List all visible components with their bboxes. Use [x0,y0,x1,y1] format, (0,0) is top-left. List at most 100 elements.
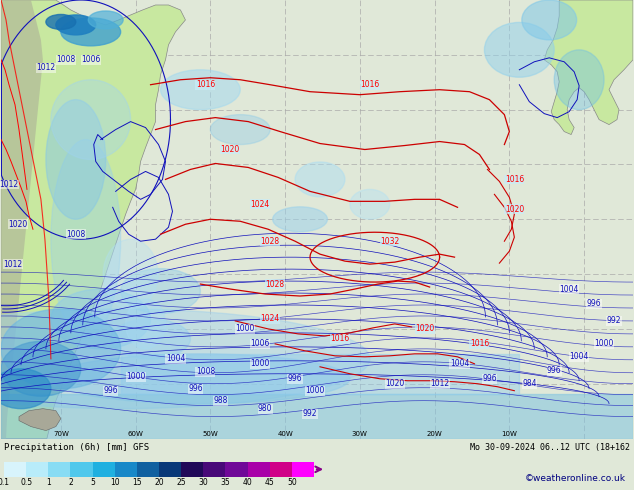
Text: 1020: 1020 [385,379,404,388]
Text: 988: 988 [213,396,228,405]
Text: 1: 1 [46,478,51,487]
Ellipse shape [103,239,158,309]
Text: Precipitation (6h) [mm] GFS: Precipitation (6h) [mm] GFS [4,443,149,452]
Text: 1012: 1012 [430,379,449,388]
Text: 30: 30 [198,478,208,487]
Text: 1008: 1008 [56,55,75,64]
Ellipse shape [0,369,51,409]
Text: 1000: 1000 [250,359,270,368]
Ellipse shape [111,319,190,359]
Bar [247,462,269,477]
Text: 1016: 1016 [196,80,215,89]
Text: 35: 35 [221,478,230,487]
Text: 996: 996 [288,374,302,383]
Ellipse shape [88,11,123,29]
Text: 1020: 1020 [8,220,28,229]
Text: 992: 992 [607,317,621,325]
Text: 1028: 1028 [266,280,285,289]
Text: 1000: 1000 [594,340,614,348]
Text: 1020: 1020 [221,145,240,154]
Bar [93,462,115,477]
Bar [137,462,159,477]
Ellipse shape [484,23,554,77]
Ellipse shape [295,162,345,197]
Bar [48,462,70,477]
Text: 1012: 1012 [0,180,18,189]
Text: 996: 996 [547,366,562,375]
Text: 996: 996 [103,386,118,395]
Text: 50W: 50W [202,431,218,437]
Text: ©weatheronline.co.uk: ©weatheronline.co.uk [525,474,626,483]
Text: 1016: 1016 [470,340,489,348]
Bar [26,462,48,477]
Text: 1020: 1020 [505,205,524,214]
Text: 992: 992 [303,409,317,418]
Ellipse shape [61,18,120,46]
Text: 1020: 1020 [415,324,434,333]
Text: 1000: 1000 [126,372,145,381]
Text: 1016: 1016 [360,80,380,89]
Text: 20W: 20W [427,431,443,437]
Ellipse shape [554,50,604,110]
Text: 2: 2 [68,478,73,487]
Ellipse shape [46,99,106,220]
Ellipse shape [46,14,76,29]
Ellipse shape [1,309,120,389]
Ellipse shape [0,309,370,409]
Text: 1004: 1004 [569,352,589,361]
Ellipse shape [56,15,96,35]
Text: 70W: 70W [53,431,68,437]
Text: 40W: 40W [277,431,293,437]
Ellipse shape [601,9,613,15]
Text: 1006: 1006 [250,340,270,348]
Ellipse shape [51,289,150,349]
Text: 1008: 1008 [196,368,215,376]
Text: 1006: 1006 [81,55,100,64]
Text: 50: 50 [287,478,297,487]
Text: 1004: 1004 [559,285,579,294]
Ellipse shape [120,269,200,314]
Bar [70,462,93,477]
Ellipse shape [160,70,240,110]
Ellipse shape [612,23,622,27]
Ellipse shape [51,140,120,339]
Bar [159,462,181,477]
Text: 60W: 60W [127,431,143,437]
Text: 996: 996 [482,374,497,383]
Text: 1000: 1000 [306,386,325,395]
Text: 10W: 10W [501,431,517,437]
Polygon shape [19,409,61,431]
Text: 45: 45 [265,478,275,487]
Text: 40: 40 [243,478,252,487]
Text: 996: 996 [587,299,602,309]
Text: 1024: 1024 [250,200,270,209]
Text: 0.5: 0.5 [20,478,32,487]
Bar [4,462,26,477]
Ellipse shape [273,207,328,232]
Text: 10: 10 [110,478,120,487]
Bar [115,462,137,477]
Bar [226,462,247,477]
Text: 1004: 1004 [450,359,469,368]
Bar [120,354,519,393]
Text: 996: 996 [188,384,203,393]
Text: 30W: 30W [352,431,368,437]
Ellipse shape [522,0,577,40]
Text: 984: 984 [522,379,536,388]
Ellipse shape [1,342,81,396]
Ellipse shape [210,115,270,145]
Text: 1012: 1012 [3,260,23,269]
Text: 20: 20 [154,478,164,487]
Ellipse shape [350,189,390,220]
Text: 15: 15 [132,478,141,487]
Text: 980: 980 [258,404,273,413]
Bar [292,462,314,477]
Polygon shape [544,0,633,135]
Text: 1032: 1032 [380,237,399,245]
Bar [181,462,204,477]
Bar [1,393,633,439]
Text: 1016: 1016 [505,175,524,184]
Text: 1028: 1028 [261,237,280,245]
Text: 1000: 1000 [236,324,255,333]
Ellipse shape [620,37,628,42]
